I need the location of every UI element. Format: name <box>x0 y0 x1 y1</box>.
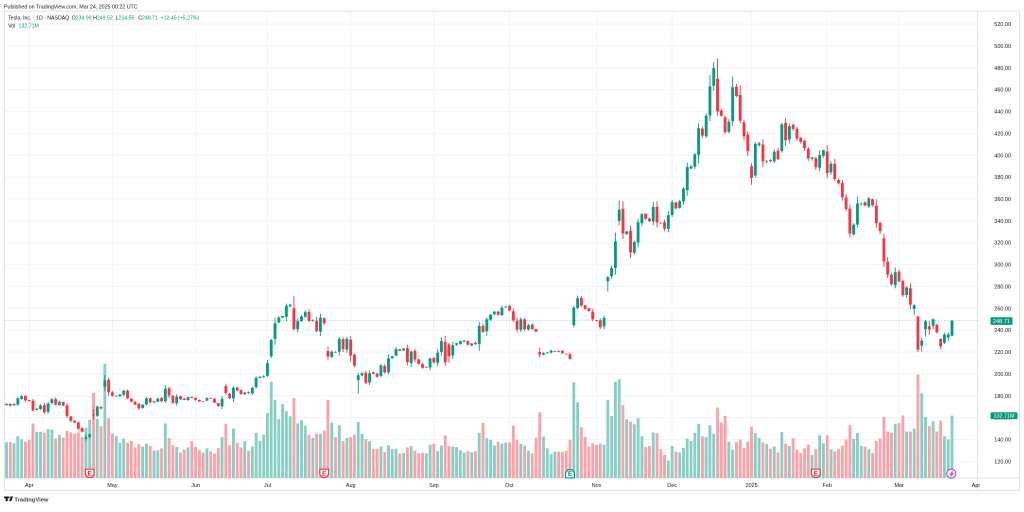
svg-text:260.00: 260.00 <box>994 306 1011 312</box>
svg-text:May: May <box>107 483 117 489</box>
svg-text:Sep: Sep <box>429 483 439 489</box>
svg-text:220.00: 220.00 <box>994 350 1011 356</box>
svg-text:500.00: 500.00 <box>994 44 1011 50</box>
svg-text:Oct: Oct <box>505 483 514 489</box>
svg-text:140.00: 140.00 <box>994 438 1011 444</box>
svg-text:Apr: Apr <box>972 483 981 489</box>
svg-text:280.00: 280.00 <box>994 285 1011 291</box>
svg-text:480.00: 480.00 <box>994 66 1011 72</box>
svg-text:132.71M: 132.71M <box>994 414 1015 420</box>
svg-text:Aug: Aug <box>346 483 356 489</box>
svg-text:Jun: Jun <box>191 483 200 489</box>
svg-text:240.00: 240.00 <box>994 328 1011 334</box>
svg-text:180.00: 180.00 <box>994 394 1011 400</box>
svg-text:400.00: 400.00 <box>994 153 1011 159</box>
svg-text:TradingView: TradingView <box>14 497 49 503</box>
svg-text:420.00: 420.00 <box>994 131 1011 137</box>
svg-text:Vol 132.71M: Vol 132.71M <box>8 24 39 30</box>
svg-text:Dec: Dec <box>667 483 677 489</box>
svg-text:360.00: 360.00 <box>994 197 1011 203</box>
svg-text:520.00: 520.00 <box>994 22 1011 28</box>
svg-text:340.00: 340.00 <box>994 219 1011 225</box>
svg-text:Apr: Apr <box>25 483 34 489</box>
svg-text:Mar: Mar <box>894 483 903 489</box>
svg-text:380.00: 380.00 <box>994 175 1011 181</box>
svg-text:320.00: 320.00 <box>994 241 1011 247</box>
svg-text:460.00: 460.00 <box>994 88 1011 94</box>
svg-text:300.00: 300.00 <box>994 263 1011 269</box>
svg-text:200.00: 200.00 <box>994 372 1011 378</box>
svg-text:Published on TradingView.com,: Published on TradingView.com, Mar 24, 20… <box>4 4 138 10</box>
svg-text:440.00: 440.00 <box>994 110 1011 116</box>
svg-text:120.00: 120.00 <box>994 459 1011 465</box>
svg-text:248.71: 248.71 <box>993 319 1010 325</box>
svg-text:Jul: Jul <box>264 483 271 489</box>
svg-text:Nov: Nov <box>592 483 602 489</box>
svg-text:Feb: Feb <box>823 483 832 489</box>
svg-text:2025: 2025 <box>746 483 758 489</box>
